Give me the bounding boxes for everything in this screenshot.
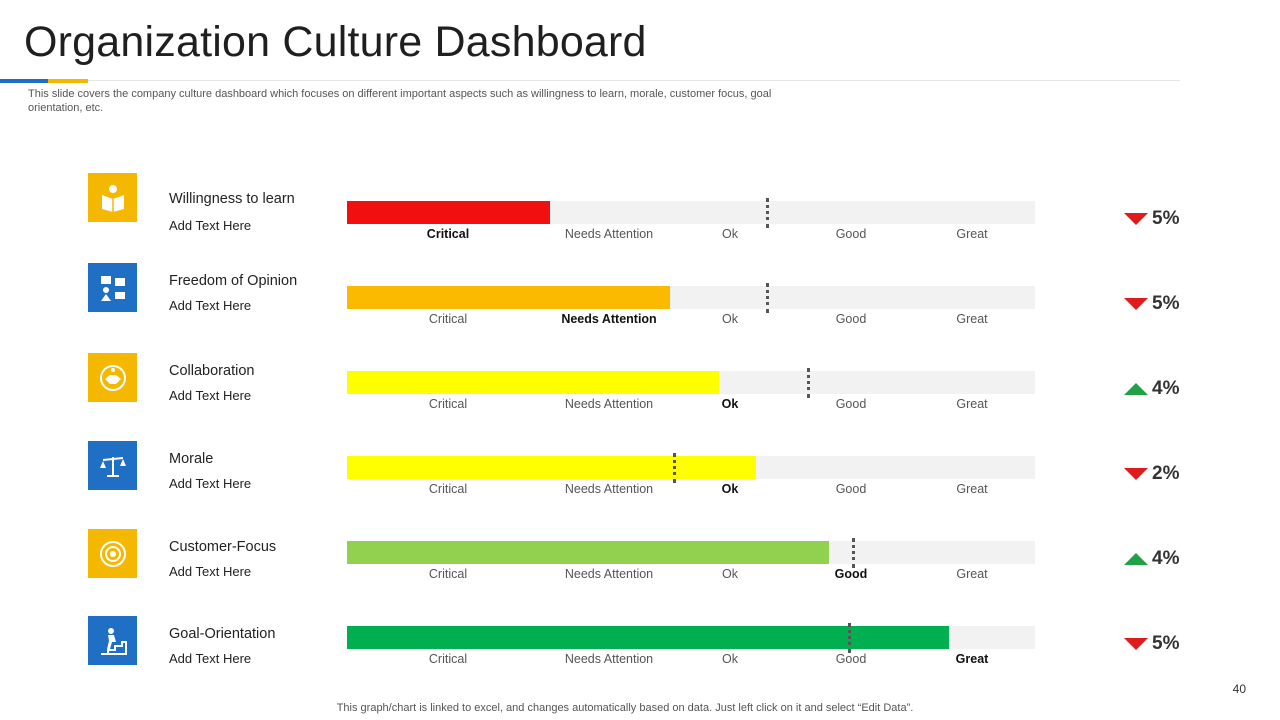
bar-track — [347, 201, 1035, 224]
trend-indicator: 2% — [1124, 463, 1184, 487]
bar-fill — [347, 371, 719, 394]
metric-subtext: Add Text Here — [169, 476, 252, 491]
target-marker — [765, 198, 769, 228]
bar-fill — [347, 201, 550, 224]
page-number: 40 — [1232, 682, 1246, 696]
accent-bar-blue — [0, 79, 48, 83]
metric-row: Customer-Focus Add Text Here Critical Needs… — [0, 529, 1280, 589]
bar-fill — [347, 286, 671, 309]
metric-label: Morale — [169, 451, 214, 467]
balance-scale-icon — [88, 441, 137, 490]
scale-label: Ok — [721, 397, 739, 411]
scale-label: Needs Attention — [561, 312, 657, 326]
metric-row: Collaboration Add Text Here Critical Needs … — [0, 353, 1280, 413]
handshake-icon — [88, 353, 137, 402]
target-marker — [765, 283, 769, 313]
trend-indicator: 4% — [1124, 548, 1184, 572]
scale-label: Needs Attention — [564, 567, 654, 581]
metric-label: Collaboration — [169, 363, 255, 379]
bar-fill — [347, 626, 949, 649]
metric-row: Morale Add Text Here Critical Needs Attenti… — [0, 441, 1280, 501]
scale-label: Ok — [722, 567, 738, 581]
scale-label: Great — [956, 227, 988, 241]
trend-indicator: 4% — [1124, 378, 1184, 402]
metric-subtext: Add Text Here — [169, 651, 252, 666]
target-marker — [848, 623, 852, 653]
scale-label: Great — [956, 567, 988, 581]
title-divider — [0, 80, 1180, 81]
scale-label: Great — [955, 652, 989, 666]
scale-label: Ok — [722, 312, 738, 326]
trend-value: 4% — [1152, 378, 1180, 399]
scale-label: Needs Attention — [564, 397, 654, 411]
trend-up-icon — [1124, 383, 1148, 395]
metric-subtext: Add Text Here — [169, 388, 252, 403]
scale-label: Great — [956, 482, 988, 496]
trend-value: 5% — [1152, 293, 1180, 314]
target-marker — [672, 453, 676, 483]
communication-icon — [88, 263, 137, 312]
page-title: Organization Culture Dashboard — [24, 18, 647, 66]
bar-track — [347, 541, 1035, 564]
metric-subtext: Add Text Here — [169, 298, 252, 313]
metric-row: Goal-Orientation Add Text Here Critical Nee… — [0, 616, 1280, 676]
scale-label: Needs Attention — [564, 652, 654, 666]
stairs-climb-icon — [88, 616, 137, 665]
trend-value: 5% — [1152, 633, 1180, 654]
bar-track — [347, 626, 1035, 649]
metric-label: Customer-Focus — [169, 539, 277, 555]
metric-row: Willingness to learn Add Text Here Critica… — [0, 173, 1280, 241]
scale-label: Critical — [428, 567, 468, 581]
bar-fill — [347, 456, 757, 479]
bar-track — [347, 456, 1035, 479]
scale-label: Critical — [426, 227, 470, 241]
metric-label: Willingness to learn — [169, 191, 295, 207]
trend-down-icon — [1124, 638, 1148, 650]
trend-value: 2% — [1152, 463, 1180, 484]
target-icon — [88, 529, 137, 578]
metric-label: Freedom of Opinion — [169, 273, 298, 289]
scale-label: Critical — [428, 397, 468, 411]
scale-label: Ok — [722, 652, 738, 666]
trend-down-icon — [1124, 298, 1148, 310]
scale-label: Good — [835, 652, 867, 666]
trend-value: 4% — [1152, 548, 1180, 569]
scale-label: Good — [835, 482, 867, 496]
scale-label: Needs Attention — [564, 227, 654, 241]
trend-down-icon — [1124, 213, 1148, 225]
bar-fill — [347, 541, 829, 564]
scale-label: Critical — [428, 312, 468, 326]
metric-subtext: Add Text Here — [169, 564, 252, 579]
metric-row: Freedom of Opinion Add Text Here Critical N… — [0, 263, 1280, 326]
scale-label: Critical — [428, 482, 468, 496]
scale-label: Critical — [428, 652, 468, 666]
trend-indicator: 5% — [1124, 633, 1184, 657]
footnote: This graph/chart is linked to excel, and… — [336, 702, 914, 714]
scale-label: Ok — [721, 482, 739, 496]
scale-label: Ok — [722, 227, 738, 241]
trend-value: 5% — [1152, 208, 1180, 229]
scale-label: Good — [835, 227, 867, 241]
scale-label: Great — [956, 312, 988, 326]
trend-indicator: 5% — [1124, 208, 1184, 232]
target-marker — [806, 368, 810, 398]
accent-bar-yellow — [48, 79, 88, 83]
trend-up-icon — [1124, 553, 1148, 565]
scale-label: Needs Attention — [564, 482, 654, 496]
scale-label: Good — [834, 567, 868, 581]
slide-description: This slide covers the company culture da… — [28, 88, 772, 114]
scale-label: Great — [956, 397, 988, 411]
bar-track — [347, 371, 1035, 394]
metric-label: Goal-Orientation — [169, 626, 276, 642]
bar-track — [347, 286, 1035, 309]
trend-indicator: 5% — [1124, 293, 1184, 317]
reading-person-icon — [88, 173, 137, 222]
metric-subtext: Add Text Here — [169, 218, 252, 233]
target-marker — [851, 538, 855, 568]
scale-label: Good — [835, 397, 867, 411]
scale-label: Good — [835, 312, 867, 326]
trend-down-icon — [1124, 468, 1148, 480]
